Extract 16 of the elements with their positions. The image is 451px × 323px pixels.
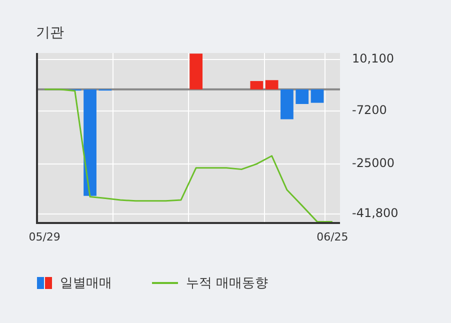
bar [280,89,294,120]
legend-label: 일별매매 [60,275,112,292]
y-tick-label: -25000 [352,156,395,170]
bar [250,81,264,90]
bar [265,80,278,90]
x-tick-label: 05/29 [28,230,60,244]
bar [310,89,324,103]
legend-label: 누적 매매동향 [186,275,268,292]
chart-title: 기관 [36,24,64,42]
y-tick-label: 10,100 [352,51,394,66]
bar [84,89,96,196]
y-tick-label: -41,800 [352,206,398,220]
y-tick-label: -7200 [352,102,387,117]
x-tick-label: 06/25 [316,230,348,244]
bar [190,54,203,90]
bar [296,89,309,104]
